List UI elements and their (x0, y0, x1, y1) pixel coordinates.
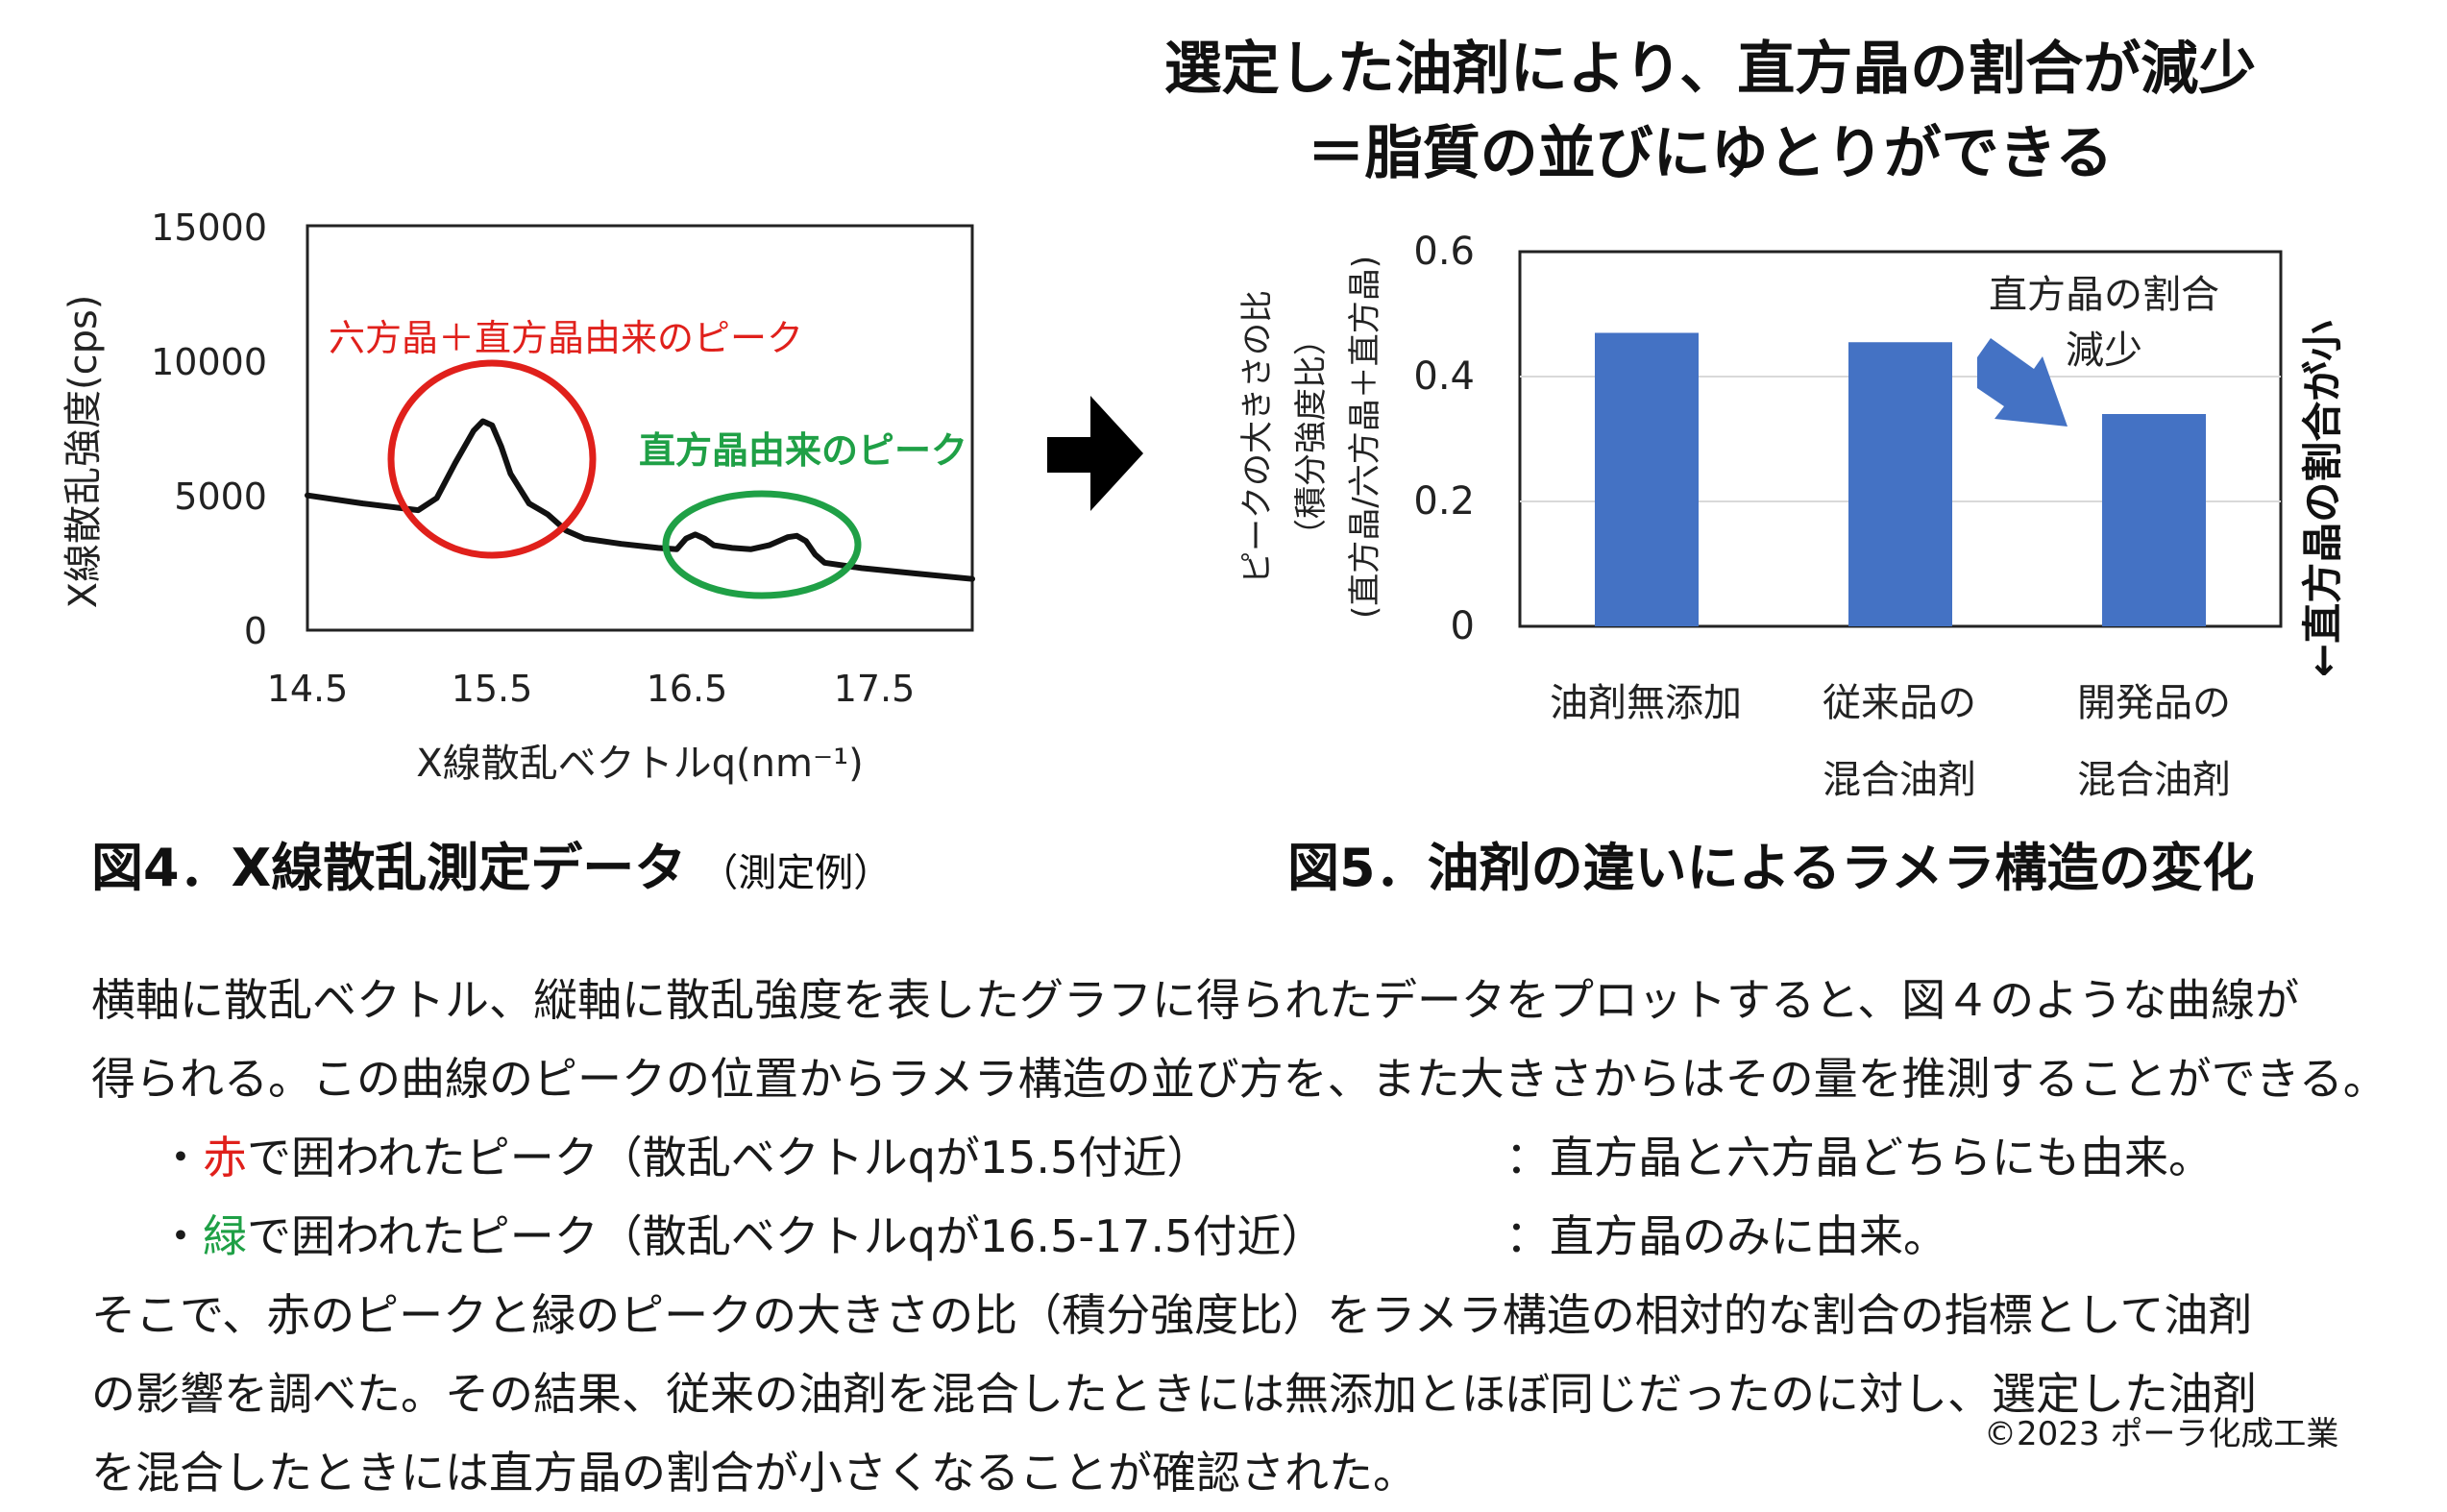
bullet-red-desc: ：直方晶と六方晶どちらにも由来。 (1505, 1132, 2213, 1183)
bullet-green-text: で囲われたピーク（散乱ベクトルqが16.5-17.5付近） (247, 1210, 1326, 1262)
bullet-marker: ・ (159, 1132, 203, 1183)
headline-line-1: 選定した油剤により、直方晶の割合が減少 (1163, 36, 2257, 103)
red-peak-circle (387, 359, 597, 559)
category-label: 油剤無添加 (1550, 681, 1742, 725)
fig4-caption-main: 図4．X線散乱測定データ (91, 838, 686, 898)
red-peak-annotation: 六方晶＋直方晶由来のピーク (329, 317, 803, 359)
y-axis-label-line-2: （積分強度比） (1292, 323, 1331, 551)
right-arrow-icon (1047, 396, 1143, 511)
bar-chart-bars (1595, 332, 2206, 626)
bar-annotation-line-1: 直方晶の割合 (1989, 273, 2219, 317)
category-label: 従来品の (1823, 681, 1976, 725)
x-tick-label: 15.5 (452, 668, 533, 710)
headline-line-2: ＝脂質の並びにゆとりができる (1307, 120, 2114, 187)
x-tick-label: 17.5 (834, 668, 916, 710)
bullet-red: ・赤で囲われたピーク（散乱ベクトルqが15.5付近） ：直方晶と六方晶どちらにも由… (91, 1118, 2416, 1197)
bar-chart-y-ticks: 0 0.2 0.4 0.6 (1413, 230, 1475, 648)
side-label: ←直方晶の割合が小 (2299, 321, 2346, 677)
x-tick-label: 16.5 (647, 668, 728, 710)
category-label: 混合油剤 (2077, 758, 2231, 802)
x-tick-label: 14.5 (267, 668, 349, 710)
y-tick-label: 10000 (151, 341, 267, 383)
y-axis-label-line-3: (直方晶/六方晶＋直方晶) (1346, 256, 1384, 619)
line-chart-y-ticks: 0 5000 10000 15000 (151, 207, 267, 652)
para-line-4: の影響を調べた。その結果、従来の油剤を混合したときには無添加とほぼ同じだったのに… (91, 1368, 2257, 1420)
y-tick-label: 0 (244, 610, 267, 652)
bar-chart-y-axis-label: ピークの大きさの比 （積分強度比） (直方晶/六方晶＋直方晶) (1238, 256, 1384, 619)
description-paragraph: 横軸に散乱ベクトル、縦軸に散乱強度を表したグラフに得られたデータをプロットすると… (91, 961, 2416, 1512)
para-line-1: 横軸に散乱ベクトル、縦軸に散乱強度を表したグラフに得られたデータをプロットすると… (91, 974, 2300, 1026)
para-line-3: そこで、赤のピークと緑のピークの大きさの比（積分強度比）をラメラ構造の相対的な割… (91, 1289, 2253, 1341)
y-axis-label-line-1: ピークの大きさの比 (1238, 290, 1277, 584)
bar (1595, 332, 1699, 626)
line-chart-x-axis-label: X線散乱ベクトルq(nm⁻¹) (416, 742, 863, 786)
fig4-caption: 図4．X線散乱測定データ （測定例） (91, 838, 892, 898)
y-tick-label: 5000 (174, 476, 267, 518)
y-tick-label: 15000 (151, 207, 267, 249)
line-chart-x-ticks: 14.5 15.5 16.5 17.5 (267, 668, 916, 710)
figures: 0 5000 10000 15000 14.5 15.5 16.5 17.5 X… (61, 207, 2346, 898)
bullet-green: ・緑で囲われたピーク（散乱ベクトルqが16.5-17.5付近） ：直方晶のみに由来… (91, 1197, 2416, 1276)
line-chart-plot-area (306, 224, 974, 632)
bar-chart-category-labels: 油剤無添加 従来品の 混合油剤 開発品の 混合油剤 (1550, 681, 2231, 802)
category-label: 開発品の (2077, 681, 2231, 725)
bar (2102, 414, 2206, 626)
fig4-caption-sub: （測定例） (699, 851, 892, 895)
xray-line-chart: 0 5000 10000 15000 14.5 15.5 16.5 17.5 X… (61, 207, 975, 786)
decrease-arrow-icon (1977, 338, 2068, 427)
red-word: 赤 (203, 1132, 247, 1183)
y-tick-label: 0 (1451, 604, 1475, 648)
bullet-red-text: で囲われたピーク（散乱ベクトルqが15.5付近） (247, 1132, 1211, 1183)
green-peak-annotation: 直方晶由来のピーク (639, 429, 967, 472)
y-tick-label: 0.2 (1413, 479, 1475, 524)
line-chart-series-line (305, 418, 975, 582)
headline: 選定した油剤により、直方晶の割合が減少 ＝脂質の並びにゆとりができる (1018, 27, 2402, 196)
green-peak-circle (662, 490, 862, 599)
bar (1848, 342, 1952, 626)
para-line-2: 得られる。この曲線のピークの位置からラメラ構造の並び方を、また大きさからはその量… (91, 1053, 2387, 1105)
y-tick-label: 0.6 (1413, 230, 1475, 274)
ratio-bar-chart: 0 0.2 0.4 0.6 油剤無添加 従来品の 混合油剤 開発品の 混合油剤 … (1238, 230, 2346, 802)
line-chart-y-axis-label: X線散乱強度(cps) (61, 295, 106, 609)
bullet-marker: ・ (159, 1210, 203, 1262)
y-tick-label: 0.4 (1413, 354, 1475, 399)
bullet-green-desc: ：直方晶のみに由来。 (1505, 1210, 1947, 1262)
fig5-caption: 図5．油剤の違いによるラメラ構造の変化 (1287, 838, 2254, 898)
category-label: 混合油剤 (1823, 758, 1976, 802)
bar-annotation-line-2: 減少 (2066, 329, 2142, 373)
green-word: 緑 (203, 1210, 247, 1262)
copyright: ©2023 ポーラ化成工業 (1984, 1415, 2339, 1453)
